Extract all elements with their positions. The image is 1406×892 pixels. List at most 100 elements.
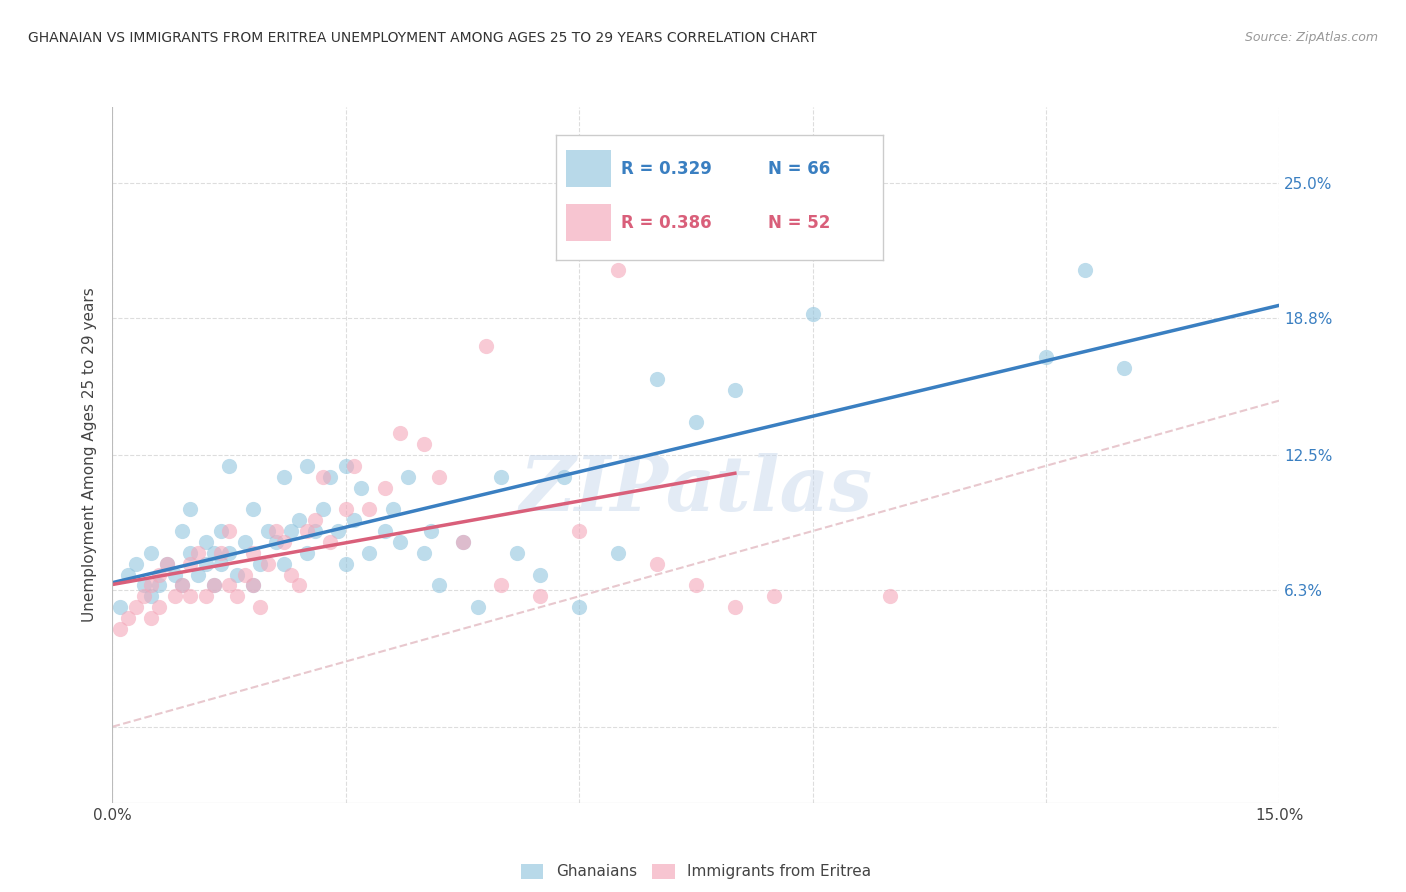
Point — [280, 567, 302, 582]
Point — [553, 469, 575, 483]
Point — [194, 589, 217, 603]
Point — [209, 546, 232, 560]
Point — [295, 546, 318, 560]
Point — [607, 546, 630, 560]
Point — [202, 578, 225, 592]
Point — [412, 437, 434, 451]
Point — [396, 469, 419, 483]
Point — [273, 557, 295, 571]
Point — [801, 307, 824, 321]
Point — [218, 524, 240, 538]
Point — [179, 546, 201, 560]
Point — [427, 578, 450, 592]
Point — [273, 469, 295, 483]
Point — [724, 600, 747, 615]
Point — [1112, 360, 1135, 375]
Point — [264, 534, 287, 549]
Point — [506, 546, 529, 560]
Point — [427, 469, 450, 483]
Point — [110, 622, 132, 636]
Point — [249, 600, 271, 615]
Point — [295, 524, 318, 538]
Point — [381, 502, 404, 516]
Point — [163, 567, 186, 582]
Point — [304, 513, 326, 527]
Point — [295, 458, 318, 473]
Point — [685, 415, 707, 429]
Point — [218, 578, 240, 592]
Point — [187, 567, 209, 582]
Y-axis label: Unemployment Among Ages 25 to 29 years: Unemployment Among Ages 25 to 29 years — [82, 287, 97, 623]
Point — [491, 469, 513, 483]
Point — [110, 600, 132, 615]
Point — [141, 578, 163, 592]
Point — [187, 546, 209, 560]
Legend: Ghanaians, Immigrants from Eritrea: Ghanaians, Immigrants from Eritrea — [515, 857, 877, 886]
Point — [288, 578, 311, 592]
Point — [343, 458, 366, 473]
Point — [242, 502, 264, 516]
Point — [319, 534, 342, 549]
Point — [451, 534, 474, 549]
Point — [1074, 263, 1097, 277]
Point — [148, 578, 170, 592]
Point — [218, 546, 240, 560]
Point — [359, 502, 381, 516]
Point — [529, 567, 551, 582]
Point — [132, 578, 155, 592]
Point — [218, 458, 240, 473]
Point — [1035, 350, 1057, 364]
Point — [163, 589, 186, 603]
Point — [326, 524, 349, 538]
Point — [350, 481, 373, 495]
Point — [132, 589, 155, 603]
Point — [568, 600, 591, 615]
Point — [202, 578, 225, 592]
Point — [194, 534, 217, 549]
Point — [194, 557, 217, 571]
Point — [233, 567, 256, 582]
Text: ZIPatlas: ZIPatlas — [519, 453, 873, 526]
Point — [117, 611, 139, 625]
Point — [148, 600, 170, 615]
Point — [264, 524, 287, 538]
Point — [172, 524, 194, 538]
Point — [179, 502, 201, 516]
Point — [412, 546, 434, 560]
Point — [148, 567, 170, 582]
Point — [288, 513, 311, 527]
Point — [242, 578, 264, 592]
Point — [226, 567, 249, 582]
Point — [179, 589, 201, 603]
Point — [179, 557, 201, 571]
Point — [156, 557, 179, 571]
Point — [141, 589, 163, 603]
Point — [685, 578, 707, 592]
Point — [117, 567, 139, 582]
Point — [125, 557, 148, 571]
Point — [359, 546, 381, 560]
Point — [233, 534, 256, 549]
Point — [209, 557, 232, 571]
Point — [242, 578, 264, 592]
Point — [141, 611, 163, 625]
Point — [724, 383, 747, 397]
Point — [343, 513, 366, 527]
Point — [335, 458, 357, 473]
Point — [568, 524, 591, 538]
Point — [202, 546, 225, 560]
Point — [257, 557, 280, 571]
Point — [125, 600, 148, 615]
Point — [475, 339, 498, 353]
Point — [242, 546, 264, 560]
Point — [389, 534, 412, 549]
Text: Source: ZipAtlas.com: Source: ZipAtlas.com — [1244, 31, 1378, 45]
Point — [172, 578, 194, 592]
Point — [491, 578, 513, 592]
Point — [467, 600, 489, 615]
Point — [879, 589, 901, 603]
Point — [141, 546, 163, 560]
Point — [257, 524, 280, 538]
Point — [420, 524, 443, 538]
Point — [249, 557, 271, 571]
